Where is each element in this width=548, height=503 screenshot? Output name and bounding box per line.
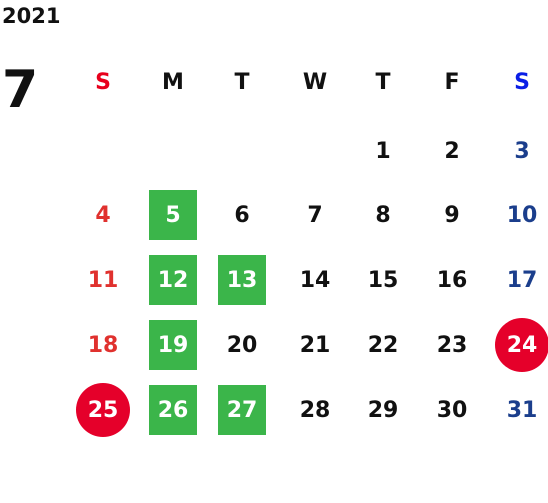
day: 10 bbox=[506, 202, 538, 228]
day: 21 bbox=[299, 332, 331, 358]
day: 14 bbox=[299, 267, 331, 293]
day: 7 bbox=[307, 202, 323, 228]
day: 30 bbox=[436, 397, 468, 423]
day: 22 bbox=[367, 332, 399, 358]
day-red: 25 bbox=[76, 383, 130, 437]
day: 11 bbox=[87, 267, 119, 293]
day: 3 bbox=[514, 138, 530, 164]
weekday: T bbox=[375, 69, 391, 95]
day-green: 19 bbox=[149, 320, 197, 370]
weekday: S bbox=[514, 69, 530, 95]
year: 2021 bbox=[2, 4, 61, 28]
day: 23 bbox=[436, 332, 468, 358]
day: 1 bbox=[375, 138, 391, 164]
month: 7 bbox=[2, 60, 39, 120]
day-red: 24 bbox=[495, 318, 548, 372]
weekday: W bbox=[302, 69, 328, 95]
day: 20 bbox=[226, 332, 258, 358]
day-green: 5 bbox=[149, 190, 197, 240]
day: 29 bbox=[367, 397, 399, 423]
day: 9 bbox=[444, 202, 460, 228]
weekday: M bbox=[162, 69, 184, 95]
weekday: F bbox=[444, 69, 460, 95]
day: 6 bbox=[234, 202, 250, 228]
day: 4 bbox=[95, 202, 111, 228]
day-green: 12 bbox=[149, 255, 197, 305]
day: 31 bbox=[506, 397, 538, 423]
day: 18 bbox=[87, 332, 119, 358]
day: 17 bbox=[506, 267, 538, 293]
day: 15 bbox=[367, 267, 399, 293]
day: 28 bbox=[299, 397, 331, 423]
day-green: 13 bbox=[218, 255, 266, 305]
weekday: S bbox=[95, 69, 111, 95]
weekday: T bbox=[234, 69, 250, 95]
day-green: 27 bbox=[218, 385, 266, 435]
day-green: 26 bbox=[149, 385, 197, 435]
day: 8 bbox=[375, 202, 391, 228]
day: 2 bbox=[444, 138, 460, 164]
day: 16 bbox=[436, 267, 468, 293]
